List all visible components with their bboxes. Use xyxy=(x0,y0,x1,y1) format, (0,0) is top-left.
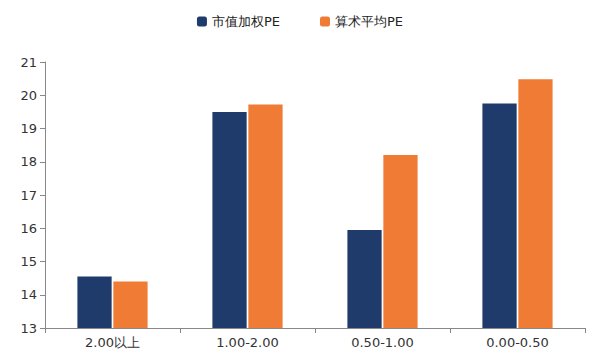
svg-text:21: 21 xyxy=(20,55,37,70)
svg-text:16: 16 xyxy=(20,221,37,236)
svg-text:市值加权PE: 市值加权PE xyxy=(212,14,280,29)
svg-text:17: 17 xyxy=(20,188,37,203)
svg-text:1.00-2.00: 1.00-2.00 xyxy=(216,335,279,350)
svg-text:2.00以上: 2.00以上 xyxy=(85,335,140,350)
svg-text:0.00-0.50: 0.00-0.50 xyxy=(486,335,549,350)
svg-text:18: 18 xyxy=(20,154,37,169)
svg-text:19: 19 xyxy=(20,121,37,136)
svg-text:20: 20 xyxy=(20,88,37,103)
svg-text:算术平均PE: 算术平均PE xyxy=(335,14,403,29)
svg-text:0.50-1.00: 0.50-1.00 xyxy=(351,335,414,350)
svg-text:13: 13 xyxy=(20,321,37,336)
svg-text:15: 15 xyxy=(20,254,37,269)
svg-text:14: 14 xyxy=(20,287,37,302)
